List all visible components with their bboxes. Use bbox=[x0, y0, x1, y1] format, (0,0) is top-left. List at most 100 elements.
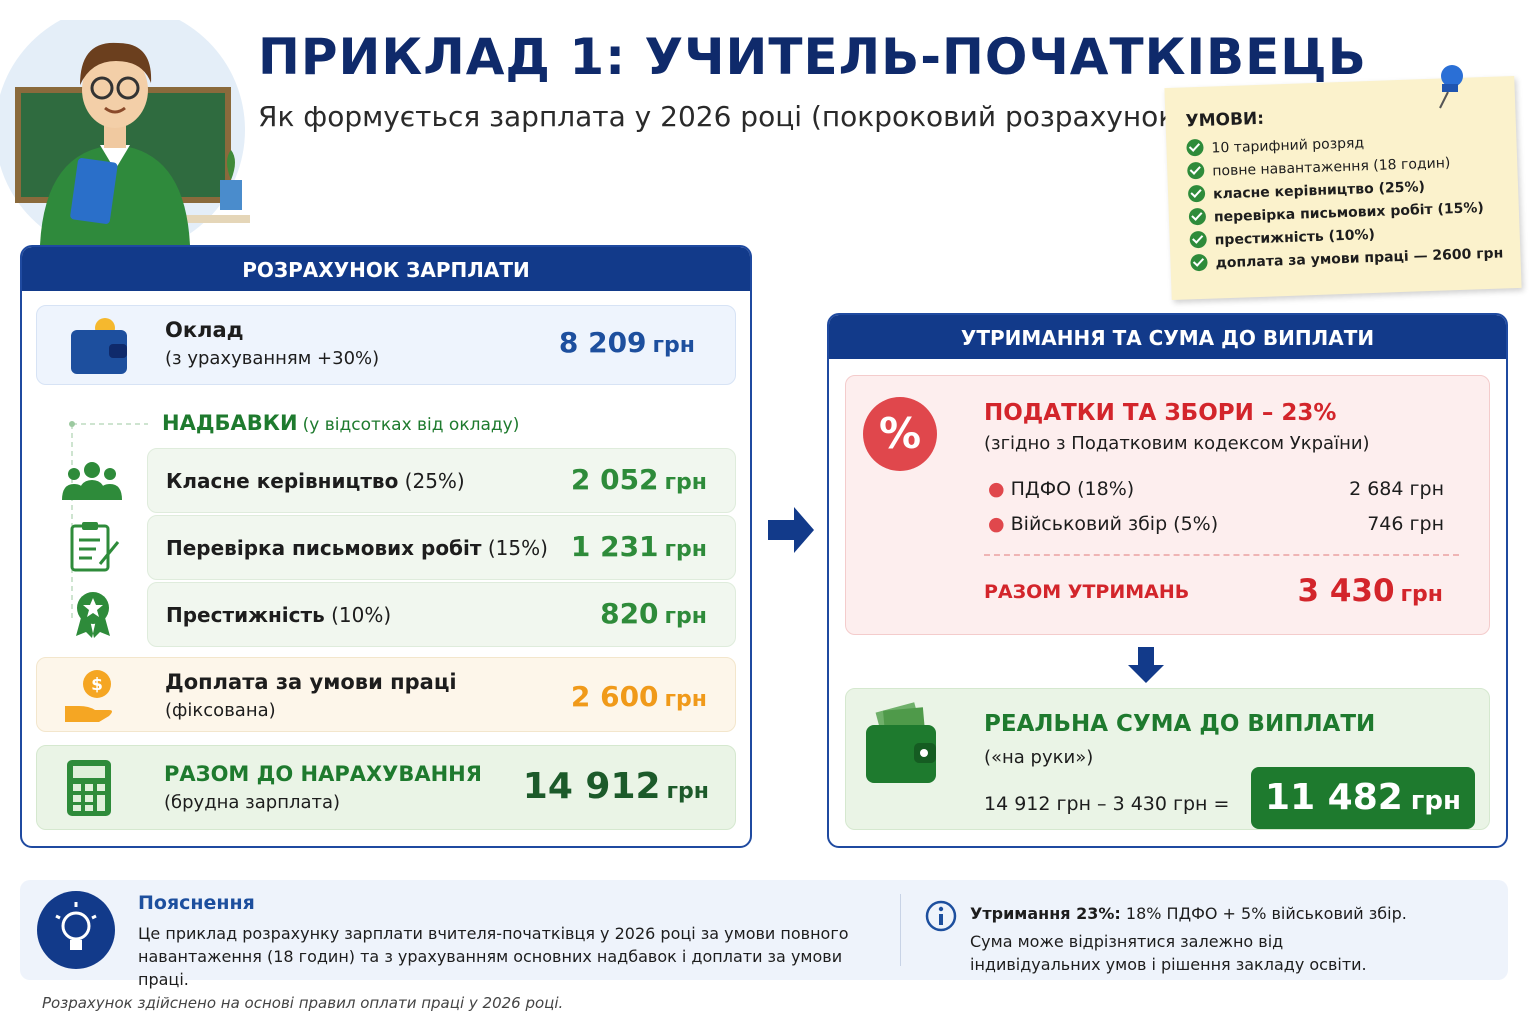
net-note: («на руки») bbox=[984, 747, 1094, 768]
salary-amount: 8 209 грн bbox=[559, 326, 695, 359]
wallet-icon bbox=[71, 318, 127, 374]
unit: грн bbox=[664, 537, 707, 562]
panel-header: РОЗРАХУНОК ЗАРПЛАТИ bbox=[22, 247, 750, 291]
allowance-label: Перевірка письмових робіт (15%) bbox=[166, 536, 548, 560]
info-icon bbox=[925, 900, 957, 932]
condition-text: престижність (10%) bbox=[1214, 226, 1376, 249]
condition-text: класне керівництво (25%) bbox=[1212, 179, 1426, 203]
coin-hand-icon: $ bbox=[65, 670, 112, 722]
unit: грн bbox=[1400, 582, 1443, 607]
divider bbox=[984, 554, 1459, 556]
info-note: Сума може відрізнятися залежно від індив… bbox=[970, 932, 1367, 974]
total-note: (брудна зарплата) bbox=[164, 792, 341, 813]
allowance-name: Класне керівництво bbox=[166, 469, 399, 493]
bulb-icon bbox=[37, 891, 115, 969]
amount: 14 912 bbox=[522, 766, 661, 807]
net-amount: 11 482 грн bbox=[1251, 767, 1475, 829]
calculator-icon bbox=[67, 760, 111, 816]
amount: 2 052 bbox=[570, 463, 659, 496]
taxes-title: ПОДАТКИ ТА ЗБОРИ – 23% bbox=[984, 400, 1337, 426]
info-bold: Утримання 23%: bbox=[970, 904, 1121, 923]
allowance-amount: 2 052 грн bbox=[571, 463, 707, 496]
explanation-text: Це приклад розрахунку зарплати вчителя-п… bbox=[138, 924, 849, 989]
down-arrow bbox=[1128, 647, 1164, 683]
explanation-title: Пояснення bbox=[138, 892, 255, 914]
conditions-note: УМОВИ: 10 тарифний розряд повне навантаж… bbox=[1164, 75, 1522, 301]
salary-note: (з урахуванням +30%) bbox=[165, 348, 380, 369]
tax-item: ● ПДФО (18%) 2 684 грн bbox=[988, 478, 1444, 500]
condition-item: доплата за умови праці — 2600 грн bbox=[1190, 244, 1504, 273]
allowance-label: Класне керівництво (25%) bbox=[166, 469, 465, 493]
allowance-amount: 820 грн bbox=[600, 597, 707, 630]
svg-text:%: % bbox=[879, 409, 921, 458]
taxes-total-amount: 3 430 грн bbox=[1297, 573, 1443, 609]
separator bbox=[900, 894, 901, 966]
group-icon bbox=[62, 462, 122, 500]
extra-amount: 2 600 грн bbox=[571, 680, 707, 713]
amount: 3 430 bbox=[1297, 573, 1395, 609]
salary-card: Оклад (з урахуванням +30%) 8 209 грн bbox=[36, 305, 736, 385]
amount: 746 bbox=[1367, 513, 1404, 535]
unit: грн bbox=[1410, 786, 1461, 816]
condition-text: 10 тарифний розряд bbox=[1211, 135, 1365, 157]
subtitle: Як формується зарплата у 2026 році (покр… bbox=[258, 100, 1187, 133]
unit: грн bbox=[1409, 478, 1444, 500]
unit: грн bbox=[664, 604, 707, 629]
salary-label: Оклад bbox=[165, 318, 244, 342]
connector bbox=[69, 421, 148, 620]
right-arrow bbox=[768, 507, 814, 553]
allowance-row: Класне керівництво (25%) 2 052 грн bbox=[147, 448, 736, 513]
allowances-title: НАДБАВКИ bbox=[162, 411, 298, 435]
allowance-name: Перевірка письмових робіт bbox=[166, 536, 482, 560]
total-amount: 14 912 грн bbox=[523, 766, 709, 807]
pin-icon bbox=[1439, 65, 1463, 109]
taxes-card: % ПОДАТКИ ТА ЗБОРИ – 23% (згідно з Подат… bbox=[845, 375, 1490, 635]
amount: 11 482 bbox=[1265, 777, 1403, 818]
total-label: РАЗОМ ДО НАРАХУВАННЯ bbox=[164, 762, 482, 786]
percent-icon: % bbox=[863, 397, 937, 471]
amount: 1 231 bbox=[570, 530, 659, 563]
net-title: РЕАЛЬНА СУМА ДО ВИПЛАТИ bbox=[984, 711, 1376, 737]
title: ПРИКЛАД 1: УЧИТЕЛЬ-ПОЧАТКІВЕЦЬ bbox=[258, 28, 1367, 86]
unit: грн bbox=[652, 333, 695, 358]
allowances-note: (у відсотках від окладу) bbox=[302, 415, 520, 435]
allowance-row: Престижність (10%) 820 грн bbox=[147, 582, 736, 647]
amount: 8 209 bbox=[558, 326, 647, 359]
svg-text:$: $ bbox=[91, 675, 103, 695]
tax-item: ● Військовий збір (5%) 746 грн bbox=[988, 513, 1444, 535]
condition-text: повне навантаження (18 годин) bbox=[1212, 155, 1451, 180]
unit: грн bbox=[664, 470, 707, 495]
allowance-pct: (10%) bbox=[331, 603, 392, 627]
panel-header: УТРИМАННЯ ТА СУМА ДО ВИПЛАТИ bbox=[829, 315, 1506, 359]
footer-note: Розрахунок здійснено на основі правил оп… bbox=[42, 994, 564, 1012]
allowance-amount: 1 231 грн bbox=[571, 530, 707, 563]
allowance-label: Престижність (10%) bbox=[166, 603, 391, 627]
tax-amount: 746 грн bbox=[1367, 513, 1444, 535]
extra-card: $ Доплата за умови праці (фіксована) 2 6… bbox=[36, 657, 736, 732]
net-formula: 14 912 грн – 3 430 грн = bbox=[984, 793, 1230, 815]
allowance-name: Престижність bbox=[166, 603, 325, 627]
unit: грн bbox=[664, 687, 707, 712]
allowances-header: НАДБАВКИ (у відсотках від окладу) bbox=[162, 411, 519, 435]
award-icon bbox=[76, 592, 110, 638]
wallet-icon bbox=[866, 702, 936, 783]
allowance-pct: (15%) bbox=[487, 536, 548, 560]
taxes-total-label: РАЗОМ УТРИМАНЬ bbox=[984, 581, 1190, 603]
checklist-icon bbox=[70, 522, 120, 572]
extra-label: Доплата за умови праці bbox=[165, 670, 457, 694]
allowance-pct: (25%) bbox=[404, 469, 465, 493]
extra-note: (фіксована) bbox=[165, 700, 276, 721]
taxes-note: (згідно з Податковим кодексом України) bbox=[984, 433, 1370, 454]
info-text: 18% ПДФО + 5% військовий збір. bbox=[1125, 904, 1407, 923]
amount: 820 bbox=[600, 597, 659, 630]
net-card: РЕАЛЬНА СУМА ДО ВИПЛАТИ («на руки») 14 9… bbox=[845, 688, 1490, 830]
total-card: РАЗОМ ДО НАРАХУВАННЯ (брудна зарплата) 1… bbox=[36, 745, 736, 830]
unit: грн bbox=[666, 779, 709, 804]
allowance-row: Перевірка письмових робіт (15%) 1 231 грн bbox=[147, 515, 736, 580]
teacher-illustration bbox=[0, 20, 250, 245]
info-line: Утримання 23%: 18% ПДФО + 5% військовий … bbox=[970, 904, 1407, 923]
condition-text: доплата за умови праці — 2600 грн bbox=[1215, 245, 1504, 272]
unit: грн bbox=[1409, 513, 1444, 535]
tax-name: Військовий збір (5%) bbox=[1010, 513, 1219, 535]
